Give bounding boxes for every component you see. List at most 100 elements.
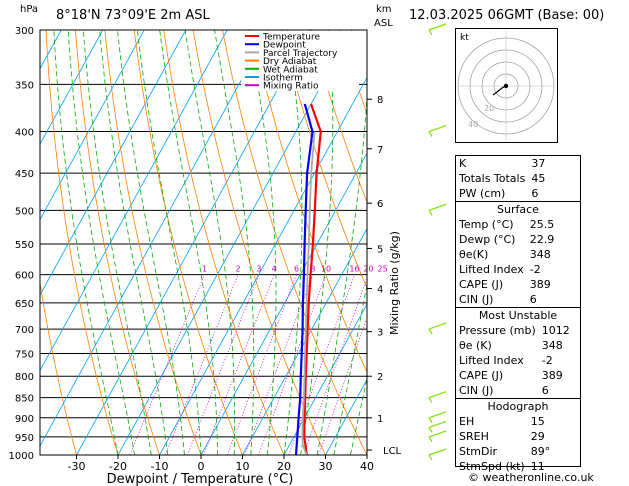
wind-barb — [428, 391, 447, 399]
mixing-ratio-label: 6 — [294, 265, 299, 274]
legend-label: Parcel Trajectory — [263, 49, 338, 59]
dry-adiabat-line — [163, 30, 285, 455]
hodograph-unit-label: kt — [460, 33, 469, 43]
mixing-ratio-label: 25 — [378, 265, 388, 274]
hodograph-panel: kt 20 40 — [455, 28, 558, 143]
pressure-tick-label: 950 — [15, 433, 34, 444]
most-unstable-row: Lifted Index -2 — [456, 353, 580, 368]
surface-row: θe(K) 348 — [456, 247, 580, 262]
most-unstable-table: Pressure (mb) 1012 θe (K) 348 Lifted Index -2… — [456, 323, 580, 398]
header-location: 8°18'N 73°09'E 2m ASL — [56, 8, 210, 23]
hodograph-stat-row: StmDir 89° — [456, 444, 580, 459]
dewpoint-line — [294, 103, 314, 455]
surface-row: CIN (J) 6 — [456, 292, 580, 307]
most-unstable-row: CAPE (J) 389 — [456, 368, 580, 383]
x-tick-label: 30 — [319, 460, 333, 473]
surface-label: CIN (J) — [459, 293, 494, 306]
indices-table: K 37 Totals Totals 45 PW (cm) 6 — [456, 156, 580, 201]
mixing-ratio-label: 1 — [202, 265, 207, 274]
index-row: PW (cm) 6 — [456, 186, 580, 201]
mixing-ratio-label: 4 — [272, 265, 277, 274]
lcl-label: LCL — [383, 446, 402, 457]
isotherm-line — [76, 30, 311, 455]
mixing-ratio-line — [244, 274, 314, 455]
hodograph-ring-label: 20 — [484, 104, 494, 113]
mixing-ratio-line — [187, 274, 260, 455]
wind-barb-feather — [428, 454, 433, 461]
mixing-ratio-line — [258, 274, 327, 455]
legend-box — [241, 31, 359, 91]
hodograph-trace — [492, 85, 507, 96]
most-unstable-label: Lifted Index — [459, 354, 524, 367]
pressure-tick-label: 600 — [15, 271, 34, 282]
x-axis-label: Dewpoint / Temperature (°C) — [107, 472, 294, 486]
pressure-tick-label: 1000 — [9, 451, 34, 462]
mixing-ratio-axis-label: Mixing Ratio (g/kg) — [388, 231, 401, 335]
pressure-tick-label: 700 — [15, 325, 34, 336]
most-unstable-value: 389 — [541, 369, 563, 382]
legend-label: Dry Adiabat — [263, 57, 317, 67]
dry-adiabat-line — [251, 30, 367, 373]
wet-adiabat-line — [159, 30, 218, 455]
isotherm-line — [242, 227, 367, 455]
hodograph-stat-label: EH — [459, 415, 475, 428]
index-label: PW (cm) — [459, 187, 506, 200]
most-unstable-row: Pressure (mb) 1012 — [456, 323, 580, 338]
most-unstable-label: θe (K) — [459, 339, 492, 352]
wet-adiabat-line — [82, 30, 152, 455]
hodograph-plot: kt 20 40 — [457, 31, 555, 141]
wet-adiabat-line — [300, 30, 334, 455]
wet-adiabat-line — [333, 282, 367, 455]
height-tick-label: 7 — [377, 145, 383, 156]
pressure-tick-label: 650 — [15, 299, 34, 310]
height-tick-label: 5 — [377, 244, 383, 255]
legend-label: Wet Adiabat — [263, 65, 318, 75]
isotherm-line — [117, 30, 353, 455]
most-unstable-value: -2 — [541, 354, 553, 367]
wind-barb-feather — [428, 417, 433, 424]
height-tick-label: 3 — [377, 328, 383, 339]
most-unstable-value: 1012 — [541, 324, 570, 337]
most-unstable-label: CAPE (J) — [459, 369, 504, 382]
hodograph-stat-label: SREH — [459, 430, 489, 443]
index-value: 6 — [531, 187, 539, 200]
wind-barb-feather — [428, 131, 433, 137]
pressure-tick-label: 900 — [15, 414, 34, 425]
hodograph-stat-value: 15 — [530, 415, 545, 428]
isotherm-line — [40, 30, 145, 221]
wind-barb — [428, 124, 447, 133]
dry-adiabat-line — [75, 30, 160, 455]
wind-barbs — [428, 23, 447, 461]
wind-barb-feather — [428, 210, 433, 216]
x-tick-label: -20 — [109, 460, 127, 473]
surface-row: Dewp (°C) 22.9 — [456, 232, 580, 247]
surface-label: θe(K) — [459, 248, 489, 261]
wet-adiabat-line — [136, 30, 202, 455]
header-datetime: 12.03.2025 06GMT (Base: 00) — [409, 8, 605, 23]
wind-barb — [428, 448, 447, 456]
hodograph-stat-label: StmDir — [459, 445, 498, 458]
x-tick-label: 10 — [236, 460, 250, 473]
mixing-ratio-line — [226, 274, 297, 455]
hodograph-ring-label: 40 — [468, 120, 478, 129]
most-unstable-value: 6 — [541, 384, 549, 397]
pressure-tick-label: 750 — [15, 349, 34, 360]
mixing-ratio-label: 2 — [236, 265, 241, 274]
mixing-ratio-label: 3 — [256, 265, 261, 274]
surface-value: -2 — [529, 263, 541, 276]
surface-value: 25.5 — [529, 218, 555, 231]
isotherm-line — [40, 30, 104, 145]
wet-adiabat-line — [350, 376, 367, 455]
x-tick-label: 40 — [360, 460, 374, 473]
hodograph-stat-row: EH 15 — [456, 414, 580, 429]
legend-label: Dewpoint — [263, 41, 306, 51]
parcel-trajectory-line — [301, 131, 316, 455]
mixing-ratio-line — [165, 274, 239, 455]
surface-row: Lifted Index -2 — [456, 262, 580, 277]
mixing-ratio-label: 10 — [321, 265, 331, 274]
legend-label: Isotherm — [263, 74, 303, 84]
index-value: 37 — [531, 157, 546, 170]
hodograph-stat-row: SREH 29 — [456, 429, 580, 444]
dry-adiabat-line — [104, 30, 202, 455]
wet-adiabat-line — [117, 30, 185, 455]
